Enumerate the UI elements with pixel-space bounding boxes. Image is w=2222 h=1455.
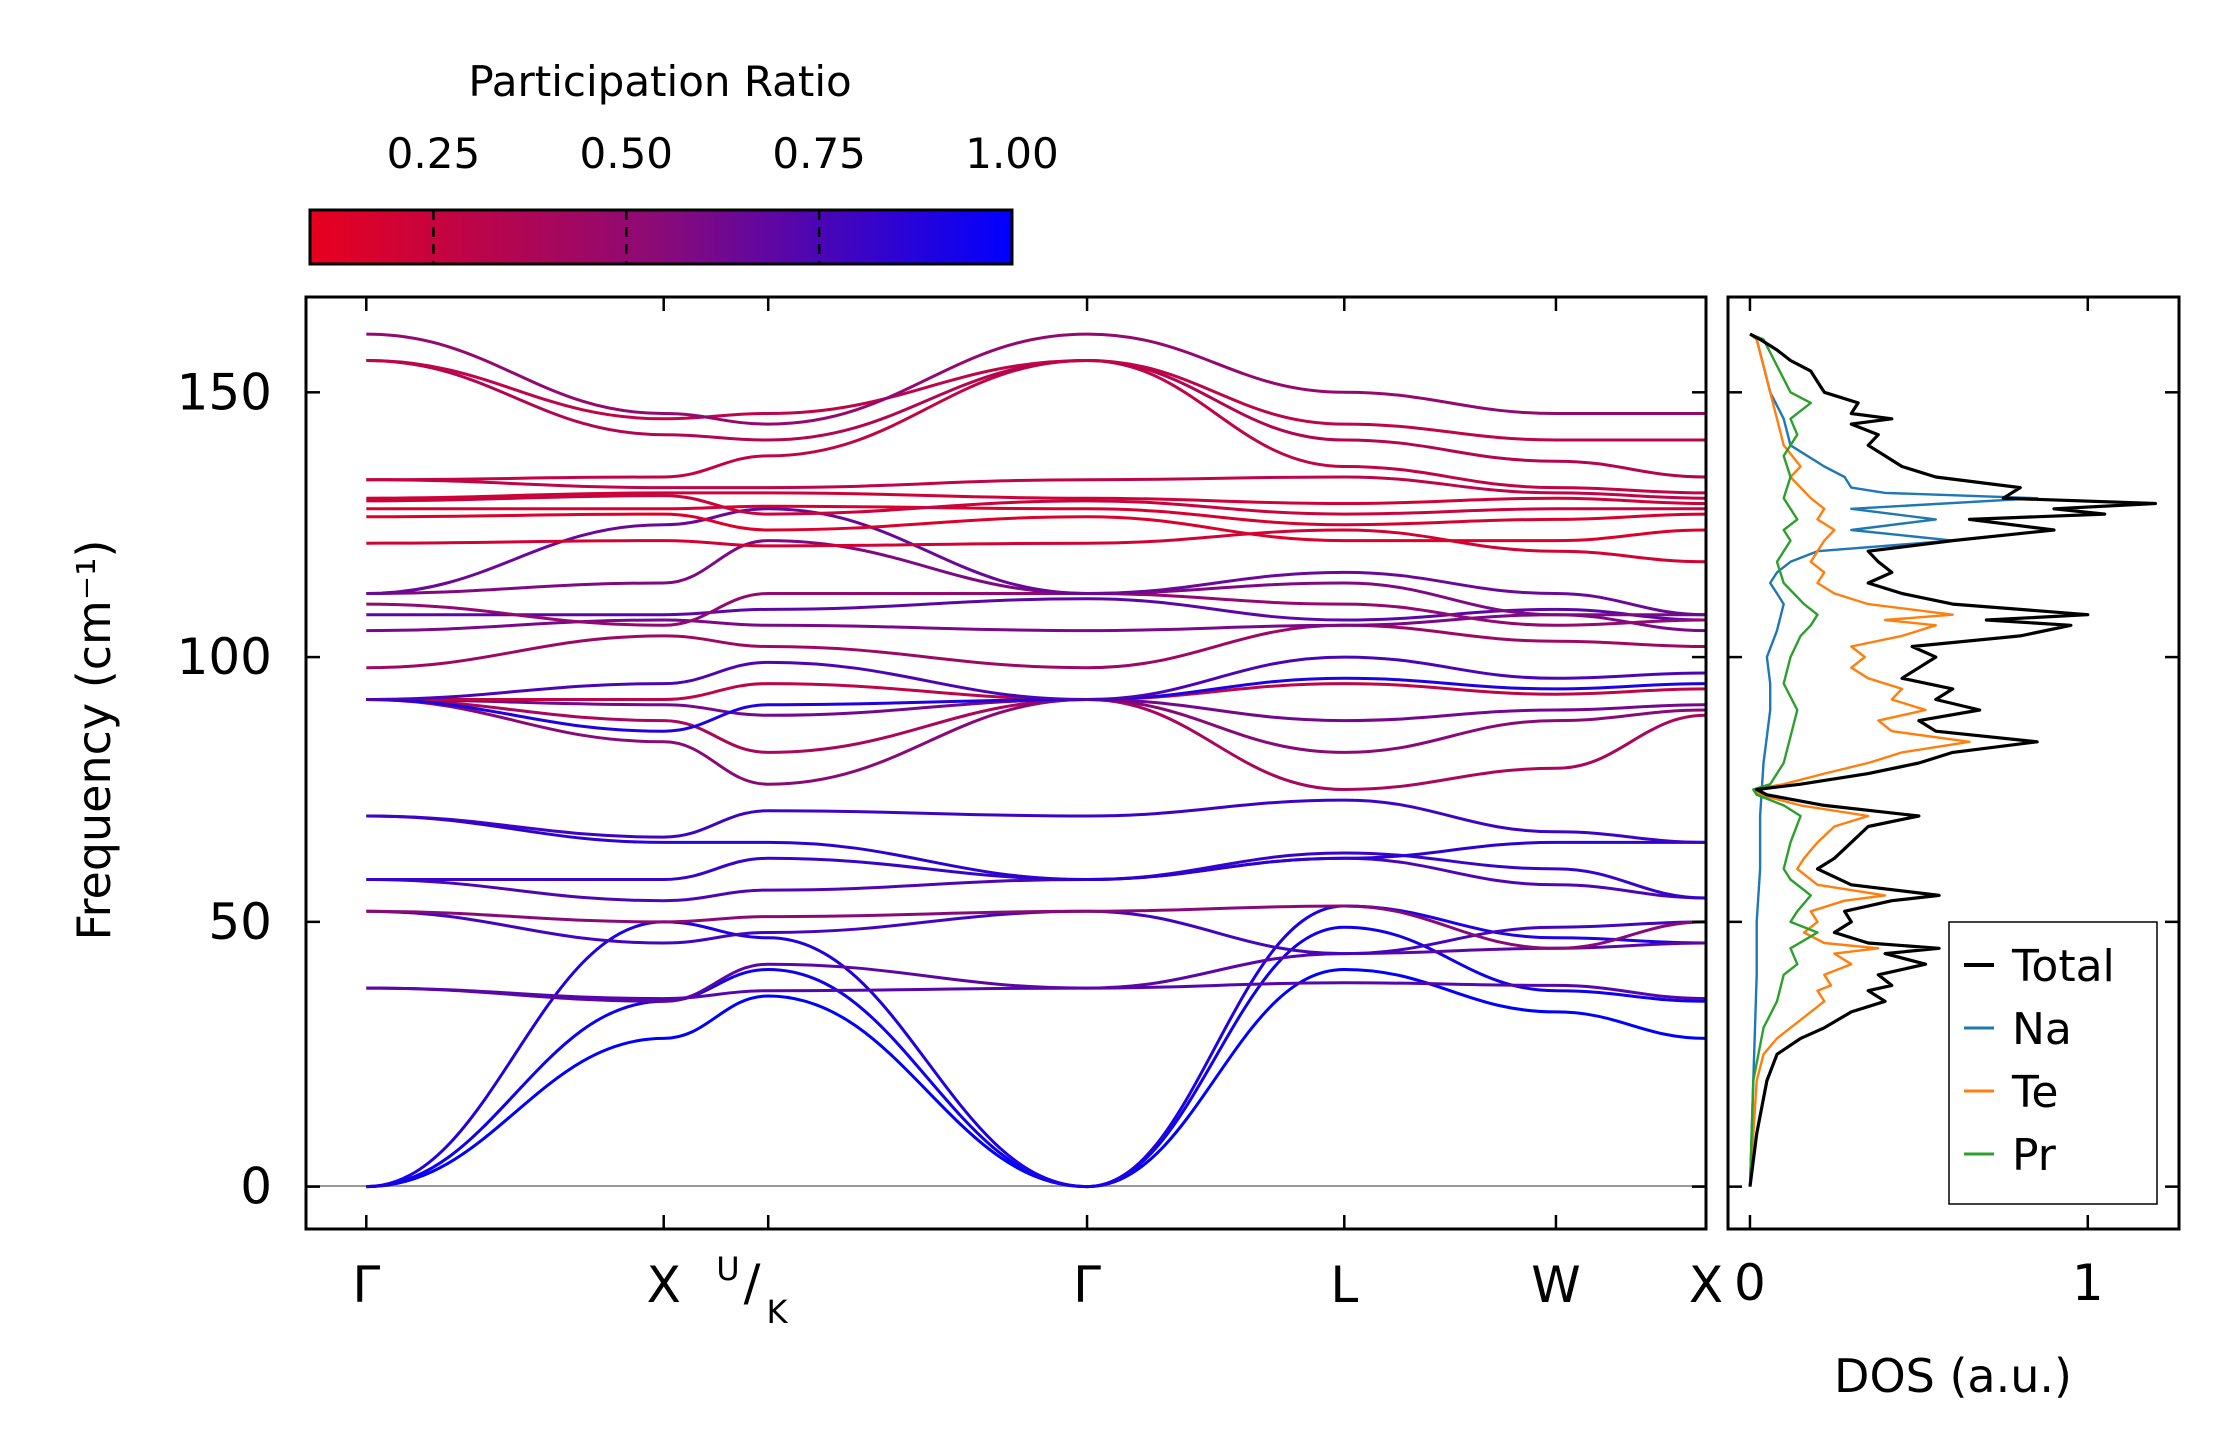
phonon-band-band-6 xyxy=(366,909,1706,956)
legend-label-te: Te xyxy=(2011,1067,2058,1118)
phonon-band-band-9 xyxy=(366,851,1706,900)
phonon-band-band-5 xyxy=(366,941,1706,1003)
phonon-band-band-32 xyxy=(366,358,1706,442)
phonon-band-acoustic-1 xyxy=(366,967,1706,1189)
phonon-band-band-20 xyxy=(366,597,1706,622)
slash-label: / xyxy=(744,1254,761,1312)
dos-curve-te xyxy=(1748,333,1971,1187)
freq-tick-label: 0 xyxy=(240,1158,272,1216)
phonon-band-band-10 xyxy=(366,814,1706,882)
hsp-label: L xyxy=(1330,1256,1358,1314)
phonon-band-band-25 xyxy=(366,512,1706,543)
colorbar-tick-label: 0.25 xyxy=(387,129,481,178)
colorbar-gradient xyxy=(308,208,1014,266)
uk-path-label: U / K xyxy=(716,1250,788,1331)
phonon-band-band-11 xyxy=(366,798,1706,844)
legend-label-na: Na xyxy=(2012,1004,2072,1055)
hsp-label: Γ xyxy=(352,1256,380,1314)
frequency-axis-label: Frequency (cm⁻¹) xyxy=(67,540,121,941)
phonon-band-band-28 xyxy=(366,491,1706,506)
dos-xtick-label: 1 xyxy=(2072,1254,2104,1312)
colorbar-tick-label: 1.00 xyxy=(965,129,1059,178)
phonon-band-band-17 xyxy=(366,655,1706,702)
phonon-band-band-26 xyxy=(366,504,1706,527)
hsp-label: Γ xyxy=(1073,1256,1101,1314)
phonon-band-band-31 xyxy=(366,358,1706,479)
phonon-band-band-7 xyxy=(366,904,1706,950)
band-structure-panel: Γ X Γ L W X 0 50 100 150 Frequency (cm⁻¹) U / K xyxy=(67,295,1723,1331)
hsp-label: W xyxy=(1531,1256,1580,1314)
freq-tick-label: 150 xyxy=(177,363,272,421)
phonon-band-band-23 xyxy=(366,507,1706,617)
freq-tick-label: 50 xyxy=(208,893,272,951)
phonon-band-band-4 xyxy=(366,981,1706,1001)
colorbar-tick-label: 0.50 xyxy=(580,129,674,178)
colorbar-tick-labels: 0.25 0.50 0.75 1.00 xyxy=(387,129,1059,178)
phonon-band-band-24 xyxy=(366,528,1706,564)
phonon-band-band-12 xyxy=(366,697,1706,792)
phonon-band-band-18 xyxy=(366,623,1706,670)
dos-curve-total xyxy=(1748,332,2157,1187)
legend-entries: Total Na Te Pr xyxy=(1964,941,2115,1181)
dos-curves xyxy=(1748,332,2157,1187)
colorbar-tick-label: 0.75 xyxy=(772,129,866,178)
phonon-band-band-30 xyxy=(366,358,1706,495)
band-plot-frame xyxy=(304,295,1708,1231)
u-label: U xyxy=(716,1250,739,1288)
dos-curve-pr xyxy=(1748,332,1819,1187)
phonon-band-band-29 xyxy=(366,475,1706,500)
phonon-band-band-27 xyxy=(366,494,1706,516)
phonon-band-band-22 xyxy=(366,539,1706,617)
colorbar: Participation Ratio 0.25 0.50 0.75 1.00 xyxy=(308,57,1059,266)
phonon-band-acoustic-2 xyxy=(366,925,1706,1189)
freq-tick-label: 100 xyxy=(177,628,272,686)
colorbar-ticks xyxy=(432,210,821,264)
frequency-ticks: 0 50 100 150 xyxy=(177,363,1706,1216)
colorbar-title: Participation Ratio xyxy=(468,57,851,106)
phonon-bands xyxy=(366,332,1706,1189)
dos-curve-na xyxy=(1748,333,2039,1187)
phonon-band-band-33 xyxy=(366,332,1706,426)
k-label: K xyxy=(767,1293,789,1331)
hsp-label: X xyxy=(1689,1256,1723,1314)
legend-frame xyxy=(1948,921,2158,1205)
dos-xtick-label: 0 xyxy=(1734,1254,1766,1312)
dos-plot-frame xyxy=(1726,295,2181,1231)
dos-axis-label: DOS (a.u.) xyxy=(1834,1349,2072,1403)
legend-label-pr: Pr xyxy=(2012,1130,2057,1181)
legend-label-total: Total xyxy=(2011,941,2115,992)
dos-legend: Total Na Te Pr xyxy=(1948,921,2158,1205)
hsp-label: X xyxy=(647,1256,681,1314)
